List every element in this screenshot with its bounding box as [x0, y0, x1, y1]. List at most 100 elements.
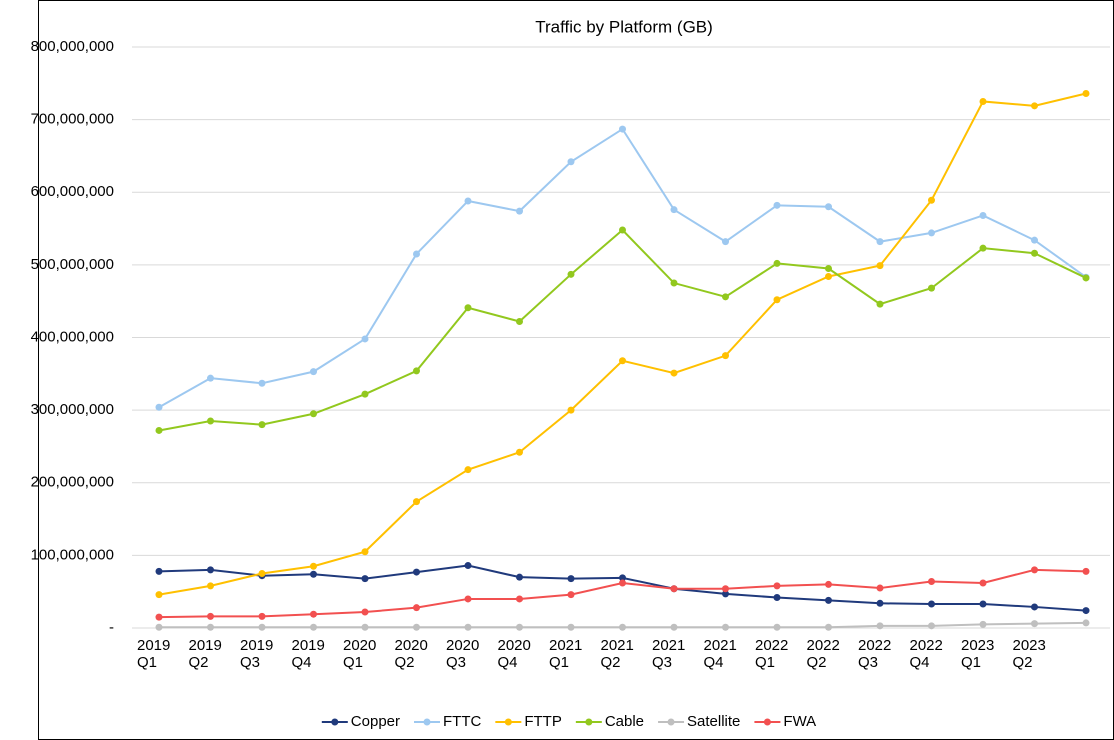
x-tick-label: 2022 Q2	[806, 637, 840, 671]
legend-item: FTTP	[495, 713, 562, 730]
data-point	[773, 259, 781, 267]
data-point	[773, 582, 781, 590]
data-point	[464, 304, 472, 312]
x-tick-label: 2023 Q1	[961, 637, 995, 671]
x-tick-label: 2019 Q3	[240, 637, 274, 671]
data-point	[722, 623, 729, 631]
data-point	[670, 623, 678, 631]
data-point	[619, 579, 626, 587]
data-point	[619, 357, 626, 365]
data-point	[567, 623, 575, 631]
data-point	[516, 318, 523, 326]
x-tick-label: 2023 Q2	[1012, 637, 1046, 671]
y-tick-label: 700,000,000	[31, 111, 114, 128]
data-point	[1031, 566, 1038, 574]
data-point	[1082, 567, 1090, 575]
data-point	[722, 585, 729, 593]
data-point	[928, 622, 935, 630]
data-point	[979, 579, 987, 587]
data-point	[516, 623, 523, 631]
data-point	[464, 197, 472, 205]
x-tick-label: 2019 Q4	[291, 637, 325, 671]
x-tick-label: 2020 Q3	[446, 637, 480, 671]
data-point	[773, 296, 781, 304]
x-tick-label: 2022 Q4	[909, 637, 943, 671]
data-point	[876, 599, 884, 607]
legend-label: FTTP	[524, 713, 562, 730]
series-line	[158, 92, 1087, 596]
legend-label: FWA	[783, 713, 816, 730]
data-point	[670, 585, 678, 593]
legend-item: Satellite	[658, 713, 740, 730]
data-point	[1082, 619, 1090, 627]
data-point	[928, 284, 935, 292]
data-point	[258, 623, 266, 631]
x-tick-label: 2021 Q3	[652, 637, 686, 671]
data-point	[413, 498, 420, 506]
data-point	[310, 610, 317, 618]
data-point	[567, 575, 575, 583]
data-point	[979, 620, 987, 628]
x-tick-label: 2022 Q3	[858, 637, 892, 671]
data-point	[825, 203, 832, 211]
data-point	[928, 600, 935, 608]
data-point	[876, 300, 884, 308]
y-tick-label: 300,000,000	[31, 401, 114, 418]
data-point	[155, 426, 163, 434]
data-point	[1031, 102, 1038, 110]
legend-label: Copper	[351, 713, 400, 730]
data-point	[516, 207, 523, 215]
legend-label: Satellite	[687, 713, 740, 730]
legend-marker	[331, 718, 339, 726]
data-point	[413, 623, 420, 631]
legend-label: Cable	[605, 713, 644, 730]
legend-item: Copper	[321, 713, 400, 730]
data-point	[670, 369, 678, 377]
series-line	[158, 564, 1087, 612]
data-point	[928, 196, 935, 204]
data-point	[876, 262, 884, 270]
data-point	[413, 604, 420, 612]
legend-marker	[667, 718, 675, 726]
data-point	[619, 226, 626, 234]
data-point	[155, 567, 163, 575]
data-point	[516, 595, 523, 603]
legend-marker	[763, 718, 771, 726]
y-tick-label: 100,000,000	[31, 546, 114, 563]
legend-marker	[504, 718, 512, 726]
data-point	[825, 272, 832, 280]
data-point	[258, 421, 266, 429]
x-tick-label: 2021 Q1	[549, 637, 583, 671]
data-point	[722, 590, 729, 598]
data-point	[1082, 274, 1090, 282]
data-point	[670, 206, 678, 214]
data-point	[258, 570, 266, 578]
data-point	[207, 623, 214, 631]
x-tick-label: 2019 Q1	[137, 637, 171, 671]
x-tick-label: 2020 Q1	[343, 637, 377, 671]
data-point	[258, 612, 266, 620]
data-point	[310, 623, 317, 631]
data-point	[464, 595, 472, 603]
x-tick-label: 2022 Q1	[755, 637, 789, 671]
data-point	[928, 578, 935, 586]
data-point	[310, 562, 317, 570]
data-point	[361, 335, 369, 343]
data-point	[464, 466, 472, 474]
legend-marker	[423, 718, 431, 726]
data-point	[1031, 249, 1038, 257]
data-point	[413, 367, 420, 375]
data-point	[619, 623, 626, 631]
data-point	[516, 573, 523, 581]
legend-item: FWA	[754, 713, 816, 730]
data-point	[773, 593, 781, 601]
data-point	[310, 410, 317, 418]
data-point	[361, 548, 369, 556]
data-point	[825, 623, 832, 631]
data-point	[258, 379, 266, 387]
legend-item: FTTC	[414, 713, 481, 730]
data-point	[413, 568, 420, 576]
data-point	[876, 622, 884, 630]
data-point	[1031, 620, 1038, 628]
